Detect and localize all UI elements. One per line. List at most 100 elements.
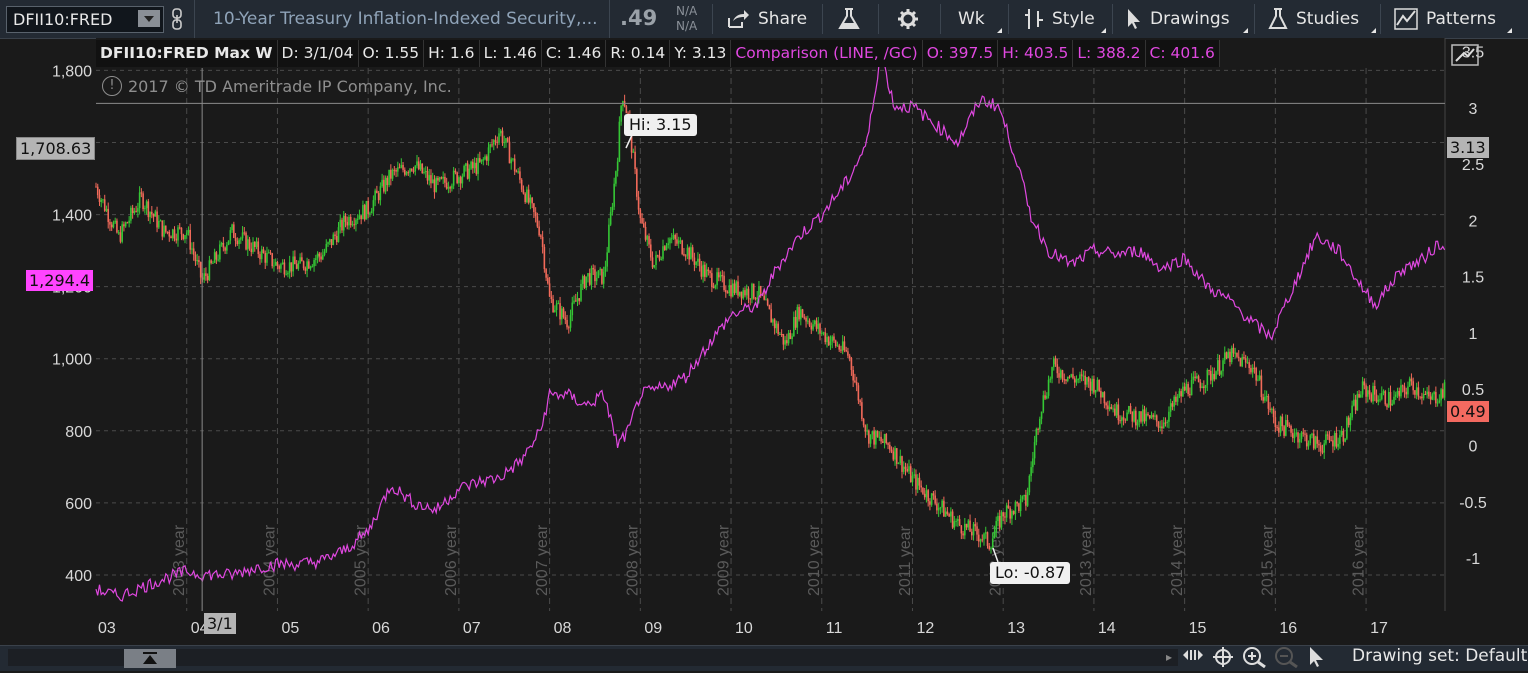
candle-body bbox=[267, 252, 270, 254]
info-cmp-high: H: 403.5 bbox=[998, 40, 1074, 67]
candle-body bbox=[970, 531, 973, 536]
candle-body bbox=[431, 179, 434, 184]
candle-body bbox=[240, 238, 242, 240]
candle-body bbox=[567, 327, 570, 329]
candle-body bbox=[1178, 391, 1181, 397]
timeframe-selector[interactable]: Wk bbox=[958, 0, 1004, 38]
share-button[interactable]: Share bbox=[726, 0, 807, 38]
candle-body bbox=[1032, 458, 1034, 468]
candle-body bbox=[984, 532, 987, 534]
candle-body bbox=[206, 275, 209, 281]
time-scrollbar[interactable] bbox=[8, 649, 1178, 666]
candle-body bbox=[313, 260, 315, 267]
candle-body bbox=[482, 159, 485, 161]
candle-body bbox=[407, 172, 410, 174]
candle-body bbox=[1203, 386, 1205, 388]
flask-button[interactable] bbox=[838, 0, 868, 38]
year-marker-label: 2003 year bbox=[171, 524, 188, 596]
net-change-percent: N/A bbox=[676, 19, 698, 33]
candle-body bbox=[512, 158, 514, 160]
scroll-right-icon[interactable]: ▸ bbox=[1166, 650, 1173, 664]
candle-body bbox=[1046, 395, 1048, 399]
zoom-in-icon[interactable] bbox=[1242, 646, 1268, 673]
pan-arrows-icon[interactable] bbox=[1182, 646, 1204, 669]
crosshair-icon[interactable] bbox=[1212, 646, 1234, 673]
candle-body bbox=[1199, 382, 1202, 389]
candle-body bbox=[1100, 390, 1102, 398]
candle-body bbox=[226, 244, 228, 251]
year-marker-label: 2011 year bbox=[897, 525, 914, 596]
candle-body bbox=[564, 317, 567, 320]
scrollbar-thumb[interactable] bbox=[124, 649, 176, 668]
candle-body bbox=[1051, 367, 1053, 379]
candle-body bbox=[820, 333, 823, 335]
candle-body bbox=[1016, 501, 1018, 504]
candle-body bbox=[117, 232, 120, 234]
studies-menu[interactable]: Studies bbox=[1268, 0, 1378, 38]
candle-body bbox=[533, 203, 535, 213]
candle-body bbox=[543, 246, 546, 270]
candle-body bbox=[487, 147, 490, 161]
candle-body bbox=[470, 161, 472, 169]
candle-body bbox=[1237, 356, 1240, 358]
candle-body bbox=[885, 434, 888, 444]
candle-body bbox=[1387, 391, 1390, 408]
candle-body bbox=[599, 268, 601, 271]
candle-body bbox=[595, 277, 598, 282]
candle-body bbox=[644, 226, 647, 240]
candle-body bbox=[943, 500, 945, 517]
candle-body bbox=[423, 172, 425, 174]
candle-body bbox=[1421, 396, 1423, 399]
link-icon[interactable] bbox=[170, 0, 184, 38]
candle-body bbox=[519, 171, 521, 180]
candle-body bbox=[1136, 422, 1139, 426]
toolbar: DFII10:FRED 10-Year Treasury Inflation-I… bbox=[0, 0, 1528, 39]
candle-body bbox=[1070, 374, 1073, 377]
candle-body bbox=[955, 520, 957, 522]
symbol-dropdown-button[interactable] bbox=[138, 10, 160, 27]
patterns-menu[interactable]: Patterns bbox=[1394, 0, 1514, 38]
candle-body bbox=[1129, 405, 1132, 412]
candle-body bbox=[377, 193, 380, 201]
candle-body bbox=[1030, 467, 1032, 476]
symbol-selector[interactable]: DFII10:FRED bbox=[6, 6, 164, 33]
candle-body bbox=[536, 216, 539, 227]
right-axis-tick-label: -1 bbox=[1466, 551, 1480, 568]
candle-body bbox=[1367, 390, 1369, 397]
candle-body bbox=[1079, 374, 1081, 380]
candle-body bbox=[641, 218, 643, 224]
candle-body bbox=[1028, 475, 1031, 493]
drawings-menu[interactable]: Drawings bbox=[1126, 0, 1250, 38]
zoom-out-icon[interactable] bbox=[1274, 646, 1300, 673]
candle-body bbox=[522, 189, 525, 194]
candle-body bbox=[1319, 445, 1322, 452]
candle-body bbox=[1004, 516, 1006, 518]
candle-body bbox=[1360, 394, 1362, 398]
candle-body bbox=[273, 265, 275, 267]
candle-body bbox=[1208, 370, 1210, 372]
candle-body bbox=[491, 144, 493, 146]
candle-body bbox=[639, 209, 642, 219]
settings-button[interactable] bbox=[897, 0, 927, 38]
expand-chart-icon[interactable] bbox=[1450, 42, 1480, 68]
style-menu[interactable]: Style bbox=[1024, 0, 1108, 38]
pointer-cursor-icon[interactable] bbox=[1308, 646, 1326, 673]
candle-body bbox=[442, 176, 444, 179]
price-chart[interactable]: 4006008001,0001,2001,4001,6001,800-1-0.5… bbox=[0, 0, 1528, 645]
candle-body bbox=[217, 259, 219, 261]
candle-body bbox=[1248, 362, 1250, 369]
security-description[interactable]: 10-Year Treasury Inflation-Indexed Secur… bbox=[194, 0, 610, 38]
x-axis-tick-label: 12 bbox=[916, 620, 934, 637]
candle-body bbox=[756, 297, 759, 300]
candle-body bbox=[562, 308, 565, 318]
patterns-label: Patterns bbox=[1426, 9, 1497, 29]
candle-body bbox=[321, 254, 324, 260]
candle-body bbox=[400, 164, 403, 168]
info-range: R: 0.14 bbox=[606, 40, 671, 67]
drawing-set-label[interactable]: Drawing set: Default bbox=[1352, 646, 1528, 666]
candle-body bbox=[178, 227, 181, 229]
candle-body bbox=[332, 234, 335, 246]
candle-body bbox=[1293, 434, 1296, 439]
candle-body bbox=[1047, 379, 1050, 396]
candle-body bbox=[355, 219, 357, 225]
